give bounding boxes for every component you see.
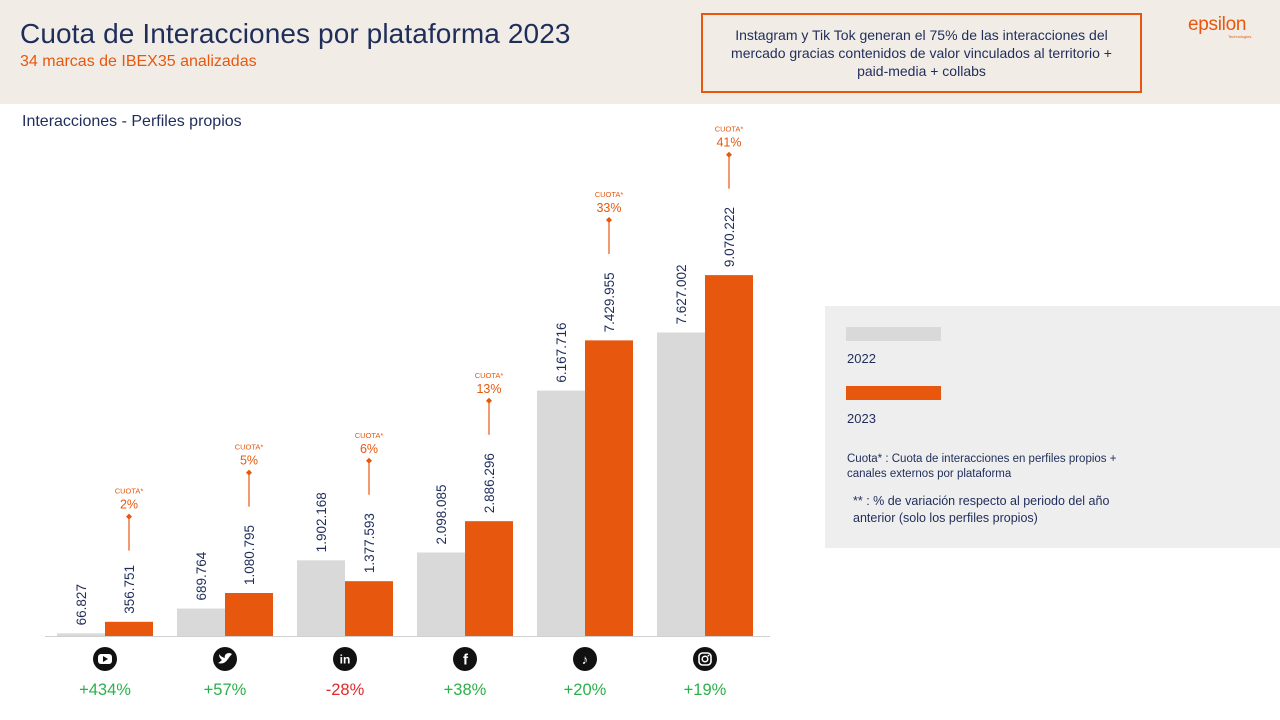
variation-instagram: +19%	[684, 681, 727, 699]
linkedin-glyph: in	[340, 653, 351, 667]
instagram-frame-glyph	[698, 652, 712, 666]
data-label-2023-linkedin: 1.377.593	[362, 513, 377, 573]
data-label-2023-tiktok: 7.429.955	[602, 272, 617, 332]
bar-2023-youtube	[105, 621, 153, 636]
legend-note-cuota: Cuota* : Cuota de interacciones en perfi…	[847, 453, 1117, 480]
instagram-dot-glyph	[707, 654, 710, 657]
legend-panel	[825, 306, 1280, 548]
cuota-marker-facebook	[486, 397, 492, 404]
cuota-marker-instagram	[726, 151, 732, 158]
bar-2022-tiktok	[537, 390, 585, 636]
cuota-tag-youtube: CUOTA*	[115, 487, 144, 496]
cuota-tag-instagram: CUOTA*	[715, 125, 744, 134]
legend-label-2023: 2023	[847, 411, 876, 426]
variation-twitter: +57%	[204, 681, 247, 699]
cuota-value-linkedin: 6%	[360, 442, 378, 456]
bar-2022-instagram	[657, 332, 705, 636]
page-subtitle: 34 marcas de IBEX35 analizadas	[20, 53, 257, 70]
insight-callout-text: Instagram y Tik Tok generan el 75% de la…	[731, 27, 1112, 79]
bar-2023-instagram	[705, 275, 753, 636]
data-label-2022-facebook: 2.098.085	[434, 484, 449, 544]
bar-2022-linkedin	[297, 560, 345, 636]
legend-swatch-2022	[846, 327, 941, 341]
variation-youtube: +434%	[79, 681, 131, 699]
data-label-2022-youtube: 66.827	[74, 584, 89, 625]
data-label-2023-twitter: 1.080.795	[242, 525, 257, 585]
bar-2023-facebook	[465, 521, 513, 636]
cuota-value-youtube: 2%	[120, 498, 138, 512]
data-label-2022-instagram: 7.627.002	[674, 264, 689, 324]
epsilon-logo: epsilon	[1188, 14, 1247, 35]
variation-tiktok: +20%	[564, 681, 607, 699]
bar-2022-facebook	[417, 552, 465, 636]
variation-facebook: +38%	[444, 681, 487, 699]
data-label-2023-youtube: 356.751	[122, 565, 137, 614]
linkedin-icon	[333, 647, 357, 671]
cuota-value-facebook: 13%	[476, 382, 501, 396]
bar-2022-youtube	[57, 633, 105, 636]
cuota-value-tiktok: 33%	[596, 201, 621, 215]
instagram-lens-glyph	[701, 655, 709, 663]
page-title: Cuota de Interacciones por plataforma 20…	[20, 18, 571, 49]
legend-swatch-2023	[846, 386, 941, 400]
cuota-tag-linkedin: CUOTA*	[355, 431, 384, 440]
insight-callout: Instagram y Tik Tok generan el 75% de la…	[701, 13, 1142, 93]
cuota-tag-tiktok: CUOTA*	[595, 190, 624, 199]
variation-linkedin: -28%	[326, 681, 365, 699]
data-label-2023-facebook: 2.886.296	[482, 453, 497, 513]
cuota-tag-facebook: CUOTA*	[475, 371, 504, 380]
data-label-2023-instagram: 9.070.222	[722, 207, 737, 267]
epsilon-logo-sub: Technologies	[1228, 34, 1252, 39]
instagram-icon	[693, 647, 717, 671]
legend-note-variation: ** : % de variación respecto al periodo …	[853, 494, 1110, 525]
cuota-marker-linkedin	[366, 457, 372, 464]
bar-2023-tiktok	[585, 340, 633, 636]
cuota-value-instagram: 41%	[716, 136, 741, 150]
data-label-2022-tiktok: 6.167.716	[554, 323, 569, 383]
data-label-2022-twitter: 689.764	[194, 551, 209, 600]
cuota-marker-youtube	[126, 513, 132, 520]
bar-2023-twitter	[225, 592, 273, 636]
cuota-marker-twitter	[246, 469, 252, 476]
twitter-bird-glyph	[218, 653, 232, 664]
tiktok-icon	[573, 647, 597, 671]
cuota-marker-tiktok	[606, 216, 612, 223]
cuota-value-twitter: 5%	[240, 454, 258, 468]
cuota-tag-twitter: CUOTA*	[235, 443, 264, 452]
facebook-glyph: f	[463, 652, 469, 669]
section-label: Interacciones - Perfiles propios	[22, 113, 242, 130]
facebook-icon	[453, 647, 477, 671]
youtube-play-glyph	[103, 656, 108, 662]
bar-2022-twitter	[177, 608, 225, 636]
data-label-2022-linkedin: 1.902.168	[314, 492, 329, 552]
bar-2023-linkedin	[345, 581, 393, 636]
legend-label-2022: 2022	[847, 351, 876, 366]
tiktok-glyph: ♪	[582, 652, 589, 667]
